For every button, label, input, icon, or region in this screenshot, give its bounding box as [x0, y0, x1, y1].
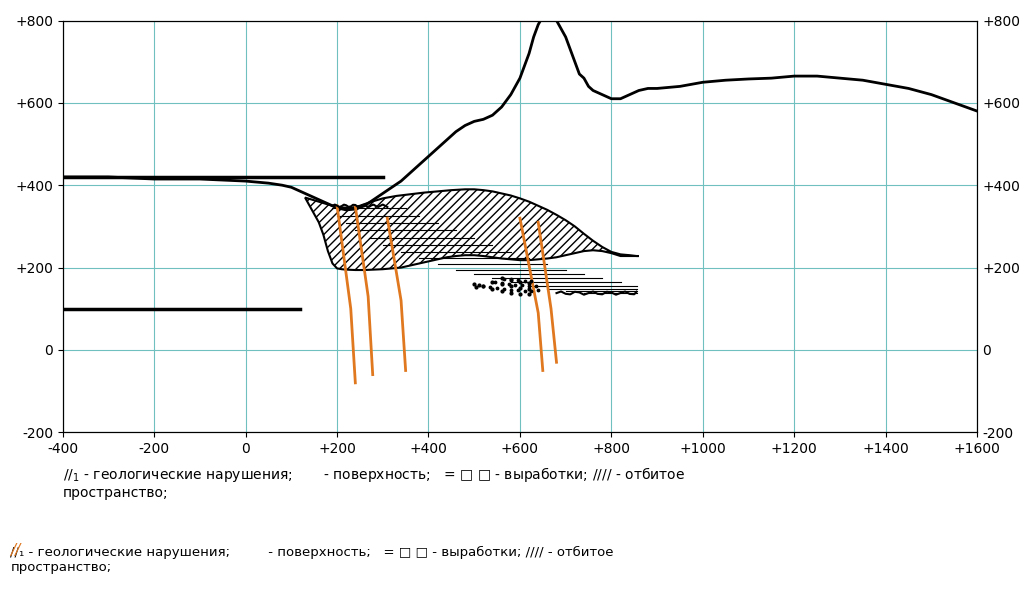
Text: //: //: [10, 543, 21, 558]
Polygon shape: [305, 189, 639, 270]
Text: пространство;: пространство;: [63, 486, 169, 500]
Text: //₁ - геологические нарушения;         - поверхность;   = □ □ - выработки; //// : //₁ - геологические нарушения; - поверхн…: [10, 546, 614, 574]
Text: $\it{//}$$_1$ - геологические нарушения;       - поверхность;   = □ □ - выработк: $\it{//}$$_1$ - геологические нарушения;…: [63, 465, 685, 484]
